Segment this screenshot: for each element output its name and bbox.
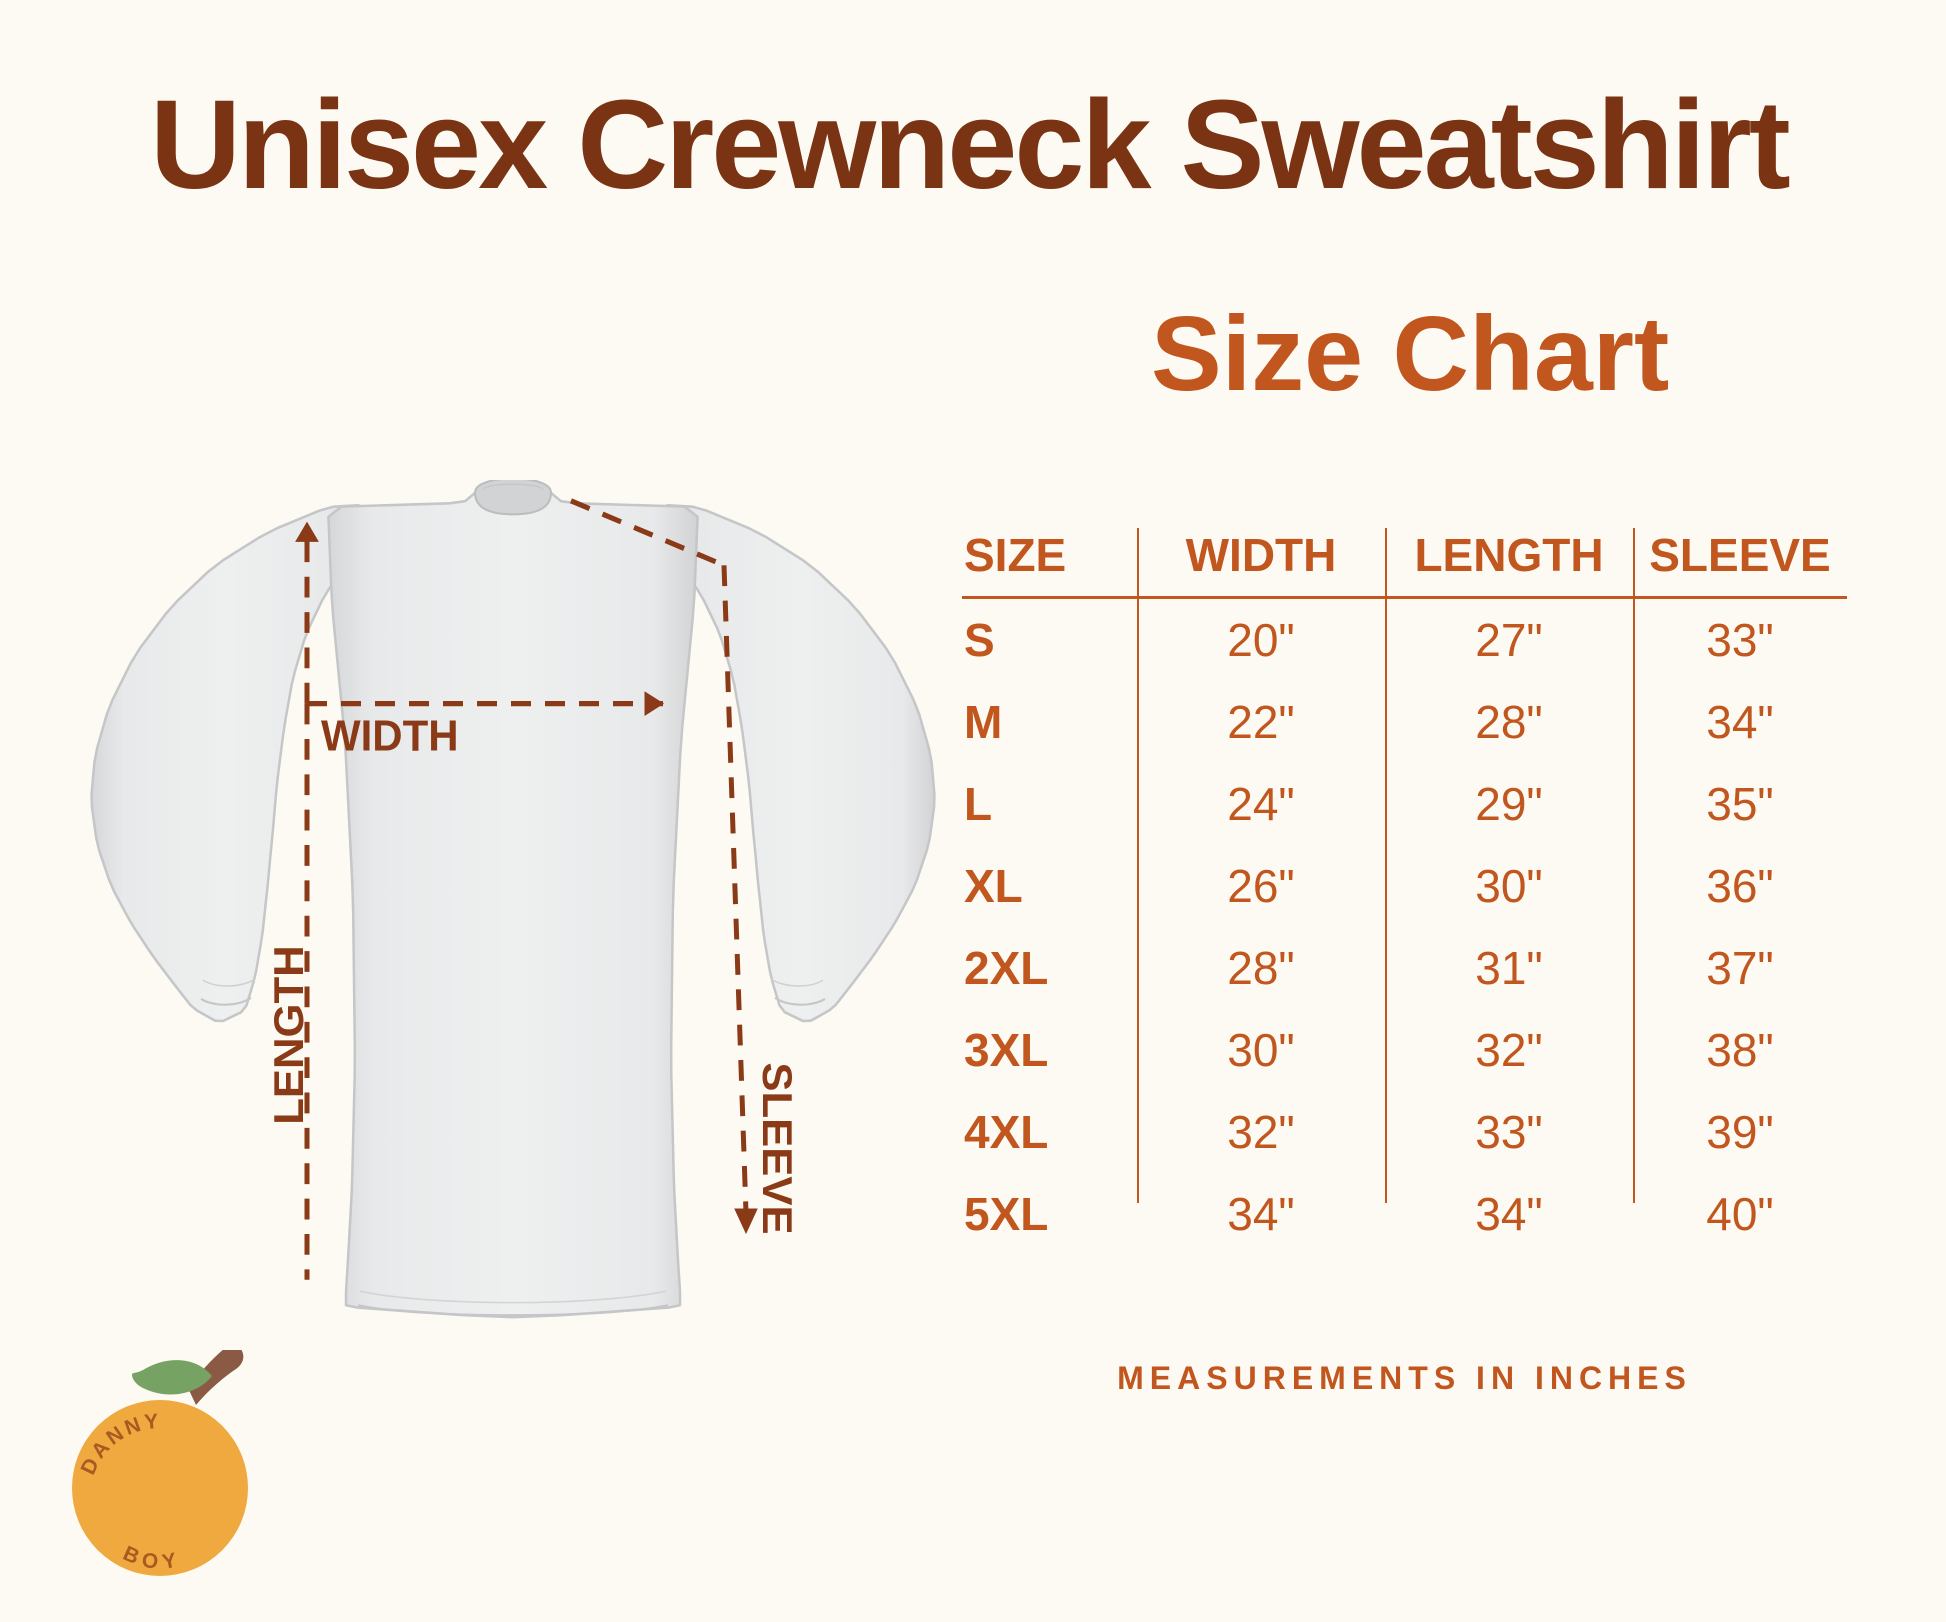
svg-text:LENGTH: LENGTH [266,945,313,1124]
svg-text:WIDTH: WIDTH [321,712,459,761]
svg-text:SLEEVE: SLEEVE [753,1062,800,1234]
